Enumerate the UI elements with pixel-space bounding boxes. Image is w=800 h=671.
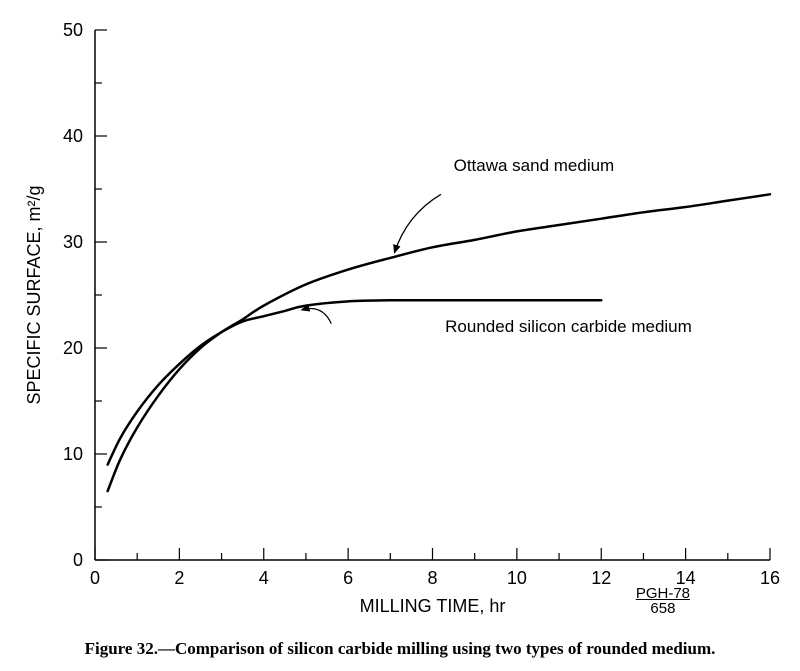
svg-text:10: 10 xyxy=(507,568,527,588)
chart-container: 024681012141601020304050MILLING TIME, hr… xyxy=(0,0,800,671)
svg-text:10: 10 xyxy=(63,444,83,464)
svg-text:20: 20 xyxy=(63,338,83,358)
svg-text:2: 2 xyxy=(174,568,184,588)
svg-text:SPECIFIC SURFACE, m²/g: SPECIFIC SURFACE, m²/g xyxy=(24,185,44,404)
hand-note-line2: 658 xyxy=(636,601,690,616)
hand-note-line1: PGH-78 xyxy=(636,586,690,601)
svg-text:16: 16 xyxy=(760,568,780,588)
chart-svg: 024681012141601020304050MILLING TIME, hr… xyxy=(0,0,800,671)
svg-text:0: 0 xyxy=(90,568,100,588)
svg-text:12: 12 xyxy=(591,568,611,588)
svg-text:30: 30 xyxy=(63,232,83,252)
svg-text:8: 8 xyxy=(427,568,437,588)
figure-caption: Figure 32.—Comparison of silicon carbide… xyxy=(0,639,800,659)
hand-note: PGH-78 658 xyxy=(636,586,690,616)
svg-text:Rounded silicon carbide medium: Rounded silicon carbide medium xyxy=(445,317,692,336)
svg-text:0: 0 xyxy=(73,550,83,570)
svg-text:MILLING TIME, hr: MILLING TIME, hr xyxy=(360,596,506,616)
svg-text:Ottawa sand medium: Ottawa sand medium xyxy=(454,156,615,175)
svg-text:40: 40 xyxy=(63,126,83,146)
svg-text:50: 50 xyxy=(63,20,83,40)
svg-text:6: 6 xyxy=(343,568,353,588)
svg-text:4: 4 xyxy=(259,568,269,588)
